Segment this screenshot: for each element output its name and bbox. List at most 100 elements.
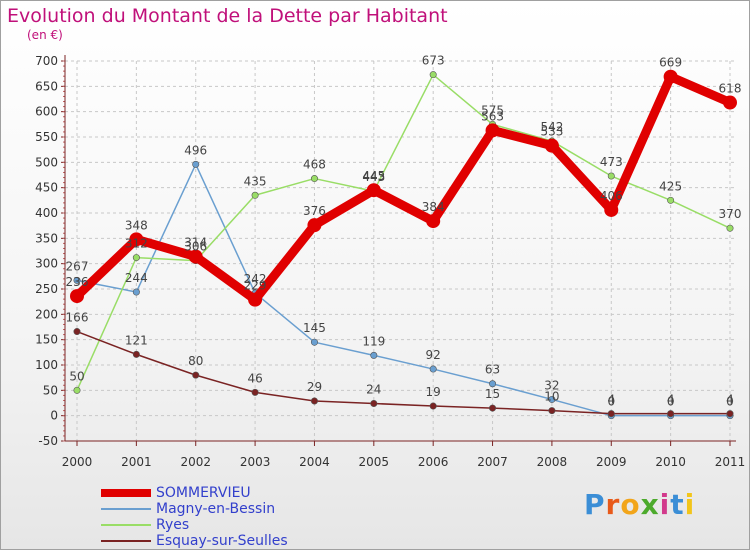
data-label: 92 bbox=[426, 348, 441, 362]
series-line-sommervieu bbox=[72, 72, 735, 305]
data-label: 0 bbox=[667, 395, 675, 409]
x-tick-label: 2006 bbox=[418, 455, 449, 469]
legend-label: Magny-en-Bessin bbox=[156, 501, 276, 517]
data-label: 443 bbox=[362, 170, 385, 184]
data-label: 46 bbox=[247, 371, 262, 385]
data-label: 618 bbox=[719, 82, 742, 96]
data-label: 80 bbox=[188, 354, 203, 368]
series-line-ryes bbox=[76, 73, 731, 392]
data-point bbox=[667, 410, 675, 418]
x-tick-label: 2005 bbox=[359, 455, 390, 469]
data-label: 425 bbox=[659, 179, 682, 193]
data-label: 63 bbox=[485, 363, 500, 377]
data-point bbox=[604, 202, 619, 217]
data-point bbox=[251, 388, 259, 396]
x-tick-label: 2000 bbox=[62, 455, 93, 469]
data-point bbox=[426, 214, 441, 229]
data-point bbox=[73, 276, 81, 284]
data-point bbox=[607, 410, 615, 418]
legend-label: Esquay-sur-Seulles bbox=[156, 533, 288, 549]
logo-letter: i bbox=[684, 488, 696, 521]
x-tick-label: 2010 bbox=[655, 455, 686, 469]
data-label: 370 bbox=[719, 207, 742, 221]
data-label: 119 bbox=[362, 334, 385, 348]
data-point bbox=[726, 224, 734, 232]
data-label: 24 bbox=[366, 383, 381, 397]
data-label: 19 bbox=[426, 385, 441, 399]
data-label: 533 bbox=[540, 125, 563, 139]
legend-swatch bbox=[101, 508, 151, 510]
data-point bbox=[366, 183, 381, 198]
data-point bbox=[548, 407, 556, 415]
data-label: 4 bbox=[607, 393, 615, 407]
data-point bbox=[370, 351, 378, 359]
data-label: 121 bbox=[125, 333, 148, 347]
chart-subtitle: (en €) bbox=[27, 28, 63, 42]
data-point bbox=[429, 365, 437, 373]
data-label: 575 bbox=[481, 103, 504, 117]
data-point bbox=[485, 123, 500, 138]
data-point bbox=[667, 196, 675, 204]
data-label: 145 bbox=[303, 321, 326, 335]
data-point bbox=[607, 172, 615, 180]
legend-swatch bbox=[101, 524, 151, 526]
data-point bbox=[73, 386, 81, 394]
x-tick-label: 2003 bbox=[240, 455, 271, 469]
data-label: 445 bbox=[362, 169, 385, 183]
y-tick-label: 100 bbox=[35, 358, 58, 372]
data-point bbox=[489, 380, 497, 388]
data-point bbox=[548, 395, 556, 403]
x-tick-label: 2009 bbox=[596, 455, 627, 469]
data-point bbox=[192, 371, 200, 379]
y-tick-label: 200 bbox=[35, 307, 58, 321]
legend-label: SOMMERVIEU bbox=[156, 485, 251, 501]
data-label: 0 bbox=[607, 395, 615, 409]
data-label: 312 bbox=[125, 237, 148, 251]
data-point bbox=[129, 232, 144, 247]
x-tick-label: 2008 bbox=[537, 455, 568, 469]
data-point bbox=[192, 160, 200, 168]
data-label: 166 bbox=[66, 311, 89, 325]
data-point bbox=[429, 71, 437, 79]
logo-letter: x bbox=[640, 488, 660, 521]
logo-letter: i bbox=[659, 488, 671, 521]
y-tick-label: 550 bbox=[35, 130, 58, 144]
data-label: 242 bbox=[244, 272, 267, 286]
data-point bbox=[663, 69, 678, 84]
y-tick-label: -50 bbox=[38, 434, 58, 448]
data-label: 229 bbox=[244, 279, 267, 293]
proxiti-logo: Proxiti bbox=[584, 488, 695, 521]
data-label: 669 bbox=[659, 56, 682, 70]
data-label: 468 bbox=[303, 158, 326, 172]
y-tick-label: 50 bbox=[43, 383, 58, 397]
data-point bbox=[310, 397, 318, 405]
data-label: 542 bbox=[540, 120, 563, 134]
data-label: 435 bbox=[244, 174, 267, 188]
data-point bbox=[188, 249, 203, 264]
y-tick-label: 0 bbox=[50, 409, 58, 423]
data-label: 563 bbox=[481, 109, 504, 123]
data-label: 4 bbox=[726, 393, 734, 407]
x-tick-label: 2002 bbox=[180, 455, 211, 469]
data-point bbox=[132, 350, 140, 358]
data-label: 473 bbox=[600, 155, 623, 169]
y-tick-label: 250 bbox=[35, 282, 58, 296]
data-label: 376 bbox=[303, 204, 326, 218]
data-point bbox=[132, 288, 140, 296]
data-point bbox=[307, 218, 322, 233]
x-tick-label: 2011 bbox=[715, 455, 746, 469]
data-label: 348 bbox=[125, 218, 148, 232]
x-tick-label: 2004 bbox=[299, 455, 330, 469]
data-point bbox=[489, 404, 497, 412]
logo-letter: r bbox=[605, 488, 621, 521]
x-tick-label: 2007 bbox=[477, 455, 508, 469]
legend-swatch bbox=[101, 540, 151, 542]
data-label: 50 bbox=[69, 369, 84, 383]
data-point bbox=[544, 138, 559, 153]
data-label: 673 bbox=[422, 54, 445, 68]
data-label: 244 bbox=[125, 271, 148, 285]
data-point bbox=[723, 95, 737, 110]
data-point bbox=[251, 191, 259, 199]
series-line-magny-en-bessin bbox=[76, 163, 731, 417]
